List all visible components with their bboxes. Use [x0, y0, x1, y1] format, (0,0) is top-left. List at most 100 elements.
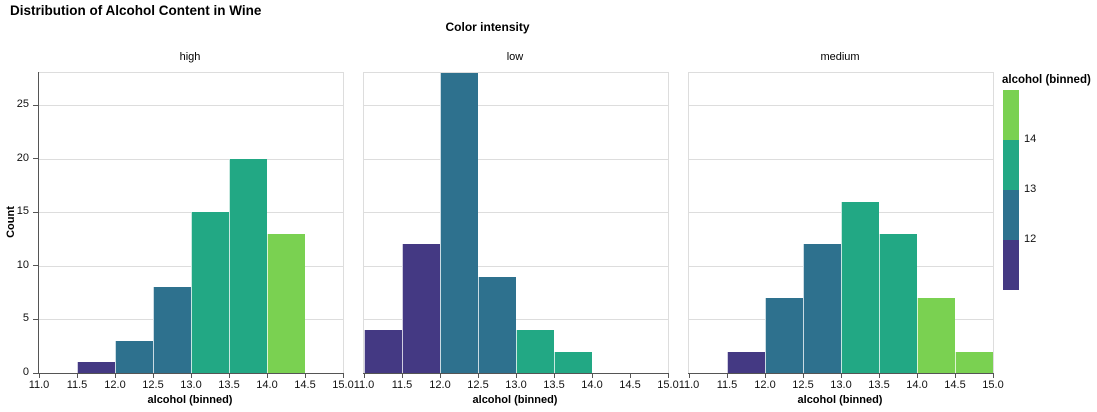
y-axis-domain	[38, 72, 39, 374]
histogram-bar	[917, 298, 955, 373]
gridline-y	[39, 105, 343, 107]
x-tick	[553, 373, 555, 378]
legend-swatch	[1003, 140, 1019, 190]
legend-label: 13	[1024, 183, 1037, 195]
y-tick-label: 10	[16, 258, 29, 271]
x-tick	[342, 373, 344, 378]
y-tick-label: 5	[22, 312, 29, 325]
x-tick-label: 13.0	[505, 379, 527, 391]
x-tick	[439, 373, 441, 378]
x-tick-label: 14.5	[944, 379, 966, 391]
x-tick-label: 11.5	[66, 379, 88, 391]
legend-title: alcohol (binned)	[1002, 74, 1091, 86]
x-tick	[363, 373, 365, 378]
y-tick-label: 20	[16, 151, 29, 164]
histogram-bar	[267, 233, 305, 373]
x-tick-label: 12.0	[429, 379, 451, 391]
histogram-bar	[229, 158, 267, 373]
x-axis-title-medium: alcohol (binned)	[797, 394, 883, 406]
x-tick	[515, 373, 517, 378]
x-tick-label: 11.0	[28, 379, 50, 391]
facet-medium: medium 11.0 11.5 12.0 12.5 13.0 13.5 14.0 14.5 1…	[679, 51, 1004, 406]
legend-swatch	[1003, 190, 1019, 240]
x-tick-label: 13.5	[868, 379, 890, 391]
gridline-y	[689, 158, 993, 160]
gridline-y	[364, 158, 668, 160]
y-axis-title: Count	[2, 72, 20, 372]
gridline-y	[364, 319, 668, 321]
x-tick-label: 14.5	[294, 379, 316, 391]
x-tick-label: 14.0	[906, 379, 928, 391]
x-tick	[688, 373, 690, 378]
x-tick	[190, 373, 192, 378]
plot-area-medium: 11.0 11.5 12.0 12.5 13.0 13.5 14.0 14.5 15.0	[679, 72, 1004, 391]
x-tick	[878, 373, 880, 378]
x-tick	[667, 373, 669, 378]
x-tick	[304, 373, 306, 378]
histogram-bar	[516, 330, 554, 373]
histogram-bar	[554, 351, 592, 373]
x-tick-label: 13.5	[543, 379, 565, 391]
histogram-bar	[440, 73, 478, 373]
facet-title-medium: medium	[820, 51, 860, 63]
histogram-bar	[191, 212, 229, 373]
x-tick	[916, 373, 918, 378]
legend-label: 12	[1024, 233, 1037, 245]
page-title: Distribution of Alcohol Content in Wine	[10, 3, 262, 18]
x-tick-label: 12.5	[792, 379, 814, 391]
x-tick	[840, 373, 842, 378]
y-tick-label: 0	[22, 366, 29, 378]
x-tick-label: 11.5	[391, 379, 413, 391]
y-tick-label: 15	[16, 205, 29, 218]
gridline-y	[689, 105, 993, 107]
facet-high: high 11.0 11.5 12.0 12.5 13.0 13.5 14.0 14.5 15.…	[17, 51, 354, 406]
x-tick-label: 12.5	[467, 379, 489, 391]
y-tick	[33, 265, 38, 267]
x-tick	[954, 373, 956, 378]
histogram-bar	[879, 233, 917, 373]
x-tick-label: 11.0	[678, 379, 700, 391]
y-tick-label: 25	[16, 98, 29, 111]
y-tick	[33, 158, 38, 160]
histogram-bar	[77, 362, 115, 373]
gridline-y	[364, 105, 668, 107]
x-tick	[629, 373, 631, 378]
x-tick	[152, 373, 154, 378]
x-tick	[76, 373, 78, 378]
x-tick-label: 15.0	[657, 379, 679, 391]
histogram-bar	[478, 276, 516, 373]
x-tick-label: 11.0	[353, 379, 375, 391]
histogram-bar	[364, 330, 402, 373]
histogram-bar	[803, 244, 841, 373]
x-tick-label: 14.5	[619, 379, 641, 391]
x-tick	[726, 373, 728, 378]
gridline-y	[364, 265, 668, 267]
x-axis-title-high: alcohol (binned)	[147, 394, 233, 406]
x-tick-label: 15.0	[982, 379, 1004, 391]
y-tick	[33, 104, 38, 106]
x-tick-label: 14.0	[256, 379, 278, 391]
gridline-y	[39, 158, 343, 160]
x-tick-label: 12.0	[754, 379, 776, 391]
x-tick-label: 12.5	[142, 379, 164, 391]
histogram-bar	[841, 201, 879, 373]
plot-area-high: 11.0 11.5 12.0 12.5 13.0 13.5 14.0 14.5 15.0 0 5 10…	[17, 72, 354, 391]
x-tick	[114, 373, 116, 378]
x-tick	[38, 373, 40, 378]
histogram-bar	[727, 351, 765, 373]
x-tick	[228, 373, 230, 378]
legend-swatch	[1003, 90, 1019, 140]
x-tick	[266, 373, 268, 378]
y-tick	[33, 318, 38, 320]
gridline-y	[364, 212, 668, 214]
facet-low: low 11.0 11.5 12.0 12.5 13.0 13.5 14.0 14.5 15.0…	[354, 51, 679, 406]
legend-label: 14	[1024, 133, 1037, 145]
histogram-bar	[955, 351, 993, 373]
x-axis-title-low: alcohol (binned)	[472, 394, 558, 406]
x-tick	[764, 373, 766, 378]
x-tick-label: 15.0	[332, 379, 354, 391]
plot-area-low: 11.0 11.5 12.0 12.5 13.0 13.5 14.0 14.5 15.0	[354, 72, 679, 391]
legend-swatch	[1003, 240, 1019, 290]
x-tick	[401, 373, 403, 378]
